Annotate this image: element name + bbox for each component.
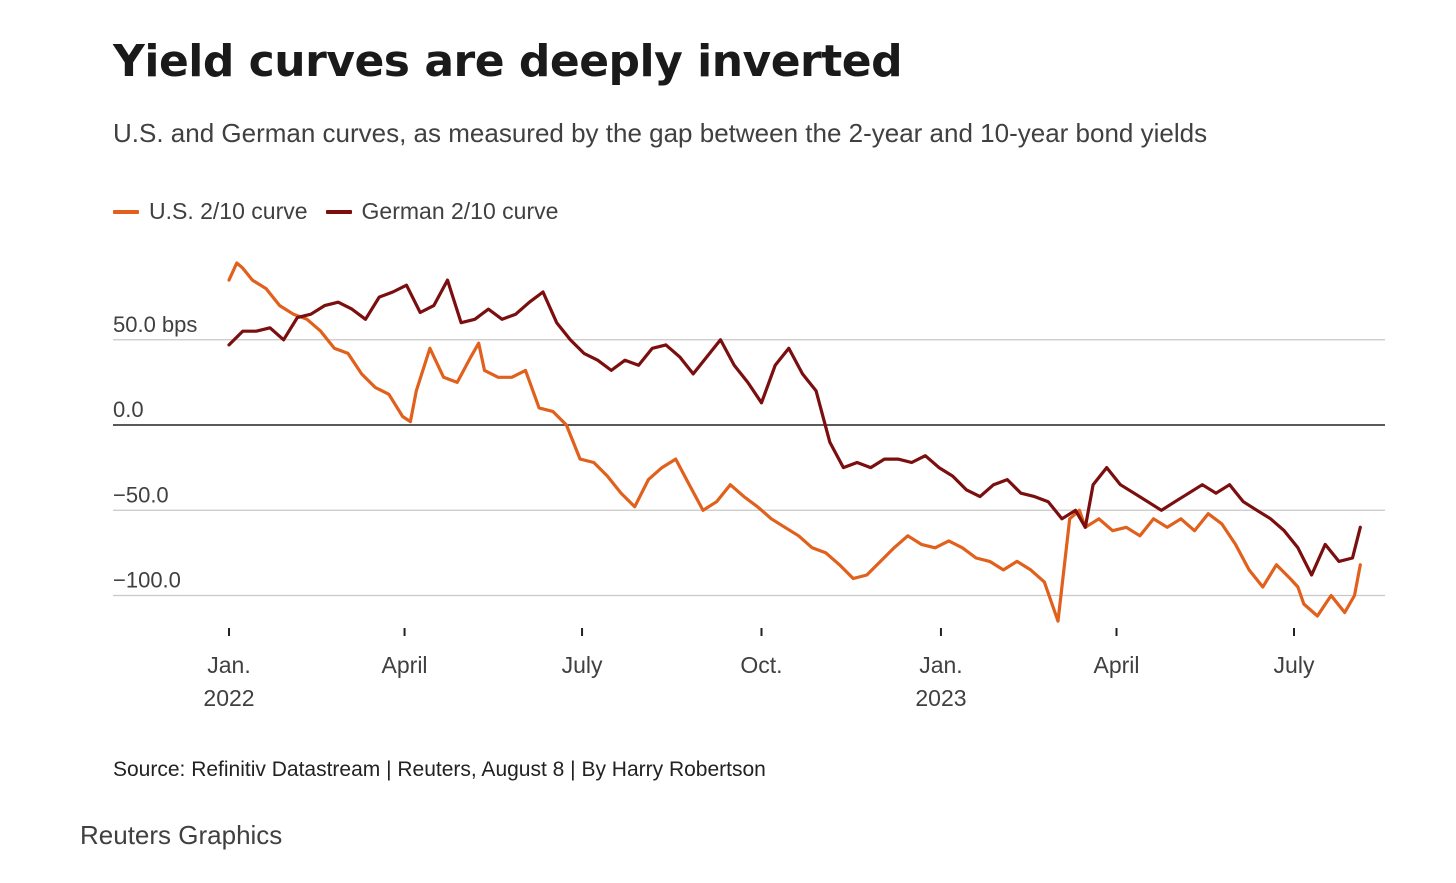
chart-title: Yield curves are deeply inverted [113, 36, 903, 87]
y-tick-label-1: 0.0 [113, 397, 144, 422]
x-tick-label-1: April [382, 652, 428, 678]
brand-label: Reuters Graphics [80, 820, 283, 850]
x-tick-sublabel-4: 2023 [915, 685, 966, 711]
legend-swatch-us [113, 209, 139, 214]
x-tick-sublabel-0: 2022 [203, 685, 254, 711]
legend-label-us: U.S. 2/10 curve [149, 198, 308, 224]
y-tick-label-3: −100.0 [113, 568, 181, 593]
line-chart: 50.0 bps 0.0 −50.0 −100.0 Jan. 2022 April July O… [113, 261, 1385, 711]
german-curve-line [227, 278, 1362, 577]
x-tick-label-2: July [562, 652, 603, 678]
x-tick-label-4: Jan. [919, 652, 962, 678]
legend: U.S. 2/10 curve German 2/10 curve [113, 198, 576, 225]
legend-item-de: German 2/10 curve [325, 198, 559, 225]
legend-label-de: German 2/10 curve [361, 198, 559, 224]
legend-swatch-de [325, 209, 352, 214]
x-tick-label-6: July [1274, 652, 1315, 678]
chart-subtitle: U.S. and German curves, as measured by t… [113, 118, 1208, 148]
legend-item-us: U.S. 2/10 curve [113, 198, 308, 225]
y-tick-label-0: 50.0 bps [113, 312, 197, 337]
source-note: Source: Refinitiv Datastream | Reuters, … [113, 758, 766, 781]
x-tick-label-0: Jan. [207, 652, 250, 678]
x-tick-label-5: April [1093, 652, 1139, 678]
y-tick-label-2: −50.0 [113, 482, 169, 507]
x-tick-label-3: Oct. [740, 652, 782, 678]
us-curve-line [227, 261, 1362, 623]
